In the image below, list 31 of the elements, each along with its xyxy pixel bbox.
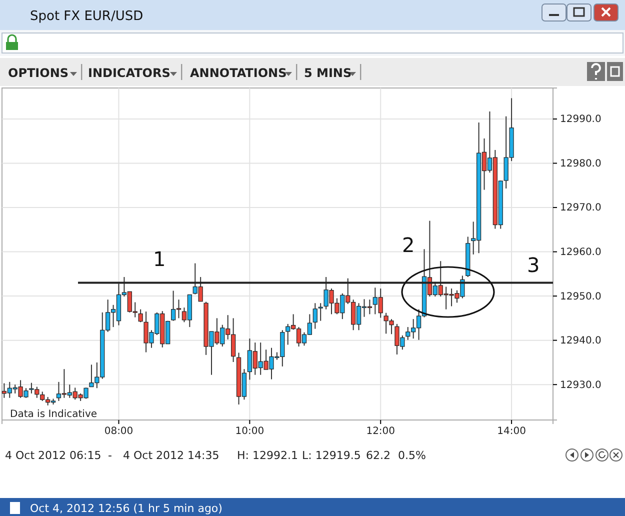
text: H: 12992.1 xyxy=(237,449,298,462)
y-tick-label: 12990.0 xyxy=(560,114,602,126)
candlestick xyxy=(138,308,143,323)
y-tick-label: 12960.0 xyxy=(560,246,602,258)
text: INDICATORS xyxy=(88,66,170,80)
x-tick-label: 14:00 xyxy=(497,426,526,438)
text: - xyxy=(108,449,112,462)
text: ANNOTATIONS xyxy=(190,66,287,80)
chart-title: Spot FX EUR/USD xyxy=(30,9,144,24)
y-tick-label: 12980.0 xyxy=(560,158,602,170)
text: 62.2 xyxy=(366,449,390,462)
text: 4 Oct 2012 06:15 xyxy=(5,449,102,462)
annotation: 1 xyxy=(153,247,166,271)
text: 4 Oct 2012 14:35 xyxy=(123,449,220,462)
x-tick-label: 12:00 xyxy=(366,426,396,438)
y-tick-label: 12950.0 xyxy=(560,291,602,302)
annotation: Data is Indicative xyxy=(10,409,98,420)
annotation: 2 xyxy=(402,233,415,257)
x-tick-label: 08:00 xyxy=(104,426,134,438)
y-tick-label: 12970.0 xyxy=(560,202,602,214)
text: 0.5% xyxy=(398,449,426,462)
text: L: 12919.5 xyxy=(302,449,361,462)
candlestick xyxy=(318,302,323,322)
text: Oct 4, 2012 12:56 (1 hr 5 min ago) xyxy=(30,502,222,515)
text: OPTIONS xyxy=(8,66,69,80)
candlestick xyxy=(312,302,318,330)
y-tick-label: 12940.0 xyxy=(560,336,602,347)
text: 5 MINS xyxy=(304,66,352,80)
annotation: 3 xyxy=(527,253,540,277)
y-tick-label: 12930.0 xyxy=(560,380,602,391)
x-tick-label: 10:00 xyxy=(235,426,264,438)
